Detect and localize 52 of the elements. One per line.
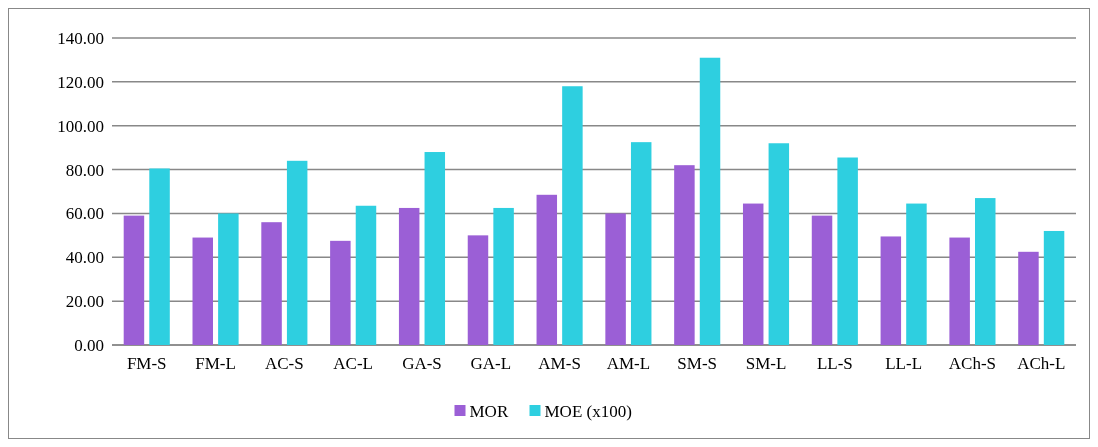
bar <box>949 237 970 345</box>
x-tick-label: FM-L <box>195 354 236 373</box>
x-tick-label: SM-L <box>745 354 787 373</box>
bar <box>536 194 558 345</box>
bar <box>742 203 764 345</box>
bar <box>192 237 213 345</box>
bar <box>880 236 902 345</box>
bar <box>1043 230 1065 345</box>
bar <box>330 240 351 345</box>
x-tick-label: ACh-L <box>1017 354 1066 373</box>
bar <box>149 168 170 345</box>
bar <box>286 160 308 345</box>
bar <box>467 235 489 345</box>
x-tick-label: AC-S <box>265 354 304 373</box>
y-tick-label: 0.00 <box>74 335 104 355</box>
x-tick-label: FM-S <box>126 354 167 373</box>
bar <box>261 222 282 345</box>
bar <box>768 143 790 345</box>
x-tick-label: ACh-S <box>948 354 997 373</box>
bar <box>630 142 652 345</box>
y-tick-label: 80.00 <box>65 160 104 180</box>
x-tick-label: LL-S <box>816 354 853 373</box>
bar <box>906 203 927 345</box>
y-tick-label: 60.00 <box>65 204 104 224</box>
bar <box>398 207 420 345</box>
x-tick-label: SM-S <box>677 354 718 373</box>
legend-label: MOE (x100) <box>544 401 632 421</box>
y-tick-label: 40.00 <box>65 248 104 268</box>
y-tick-label: 20.00 <box>65 292 104 312</box>
x-tick-label: AC-L <box>333 354 374 373</box>
y-tick-label: 140.00 <box>57 28 104 48</box>
x-tick-label: GA-S <box>402 354 442 373</box>
bar <box>674 165 695 345</box>
y-tick-label: 100.00 <box>57 116 104 136</box>
x-tick-label: LL-L <box>885 354 923 373</box>
bar <box>493 207 514 345</box>
bar <box>837 157 858 345</box>
bar <box>975 198 996 345</box>
x-tick-label: AM-L <box>606 354 651 373</box>
x-tick-label: GA-L <box>470 354 512 373</box>
x-tick-label: AM-S <box>538 354 581 373</box>
bar <box>424 152 446 345</box>
bar <box>699 57 721 345</box>
bar <box>811 215 833 345</box>
bar <box>562 86 583 345</box>
bar <box>1018 251 1039 345</box>
legend-label: MOR <box>469 401 509 421</box>
bar <box>123 215 145 345</box>
y-tick-label: 120.00 <box>57 72 104 92</box>
bar <box>605 213 626 345</box>
bar <box>355 205 377 345</box>
bar <box>218 213 239 345</box>
